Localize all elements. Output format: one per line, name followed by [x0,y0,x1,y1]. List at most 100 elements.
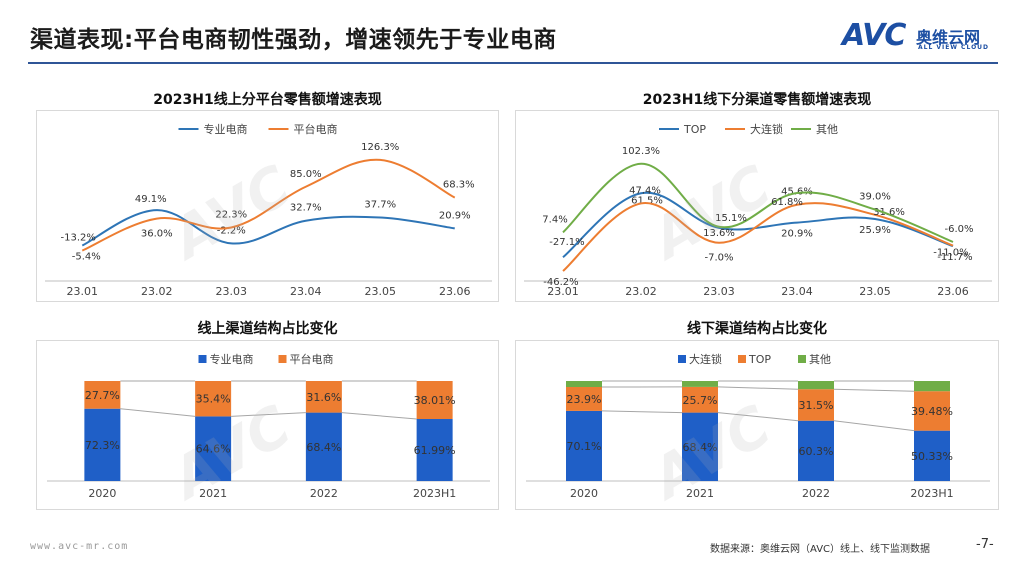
legend-label: 专业电商 [210,352,254,366]
legend-label: 大连锁 [750,122,783,136]
connector-line [120,408,196,417]
data-label: 61.5% [631,195,663,206]
bar-label: 68.4% [683,441,718,454]
page-number: -7- [976,537,994,552]
bar-segment-其他 [682,381,718,387]
legend-swatch [198,355,207,363]
legend-label: 其他 [816,123,838,136]
x-tick-label: 2023H1 [413,487,456,500]
x-tick-label: 23.06 [439,285,471,298]
data-label: -13.2% [61,233,96,244]
data-label: -7.0% [704,253,733,264]
bar-segment-专业电商 [195,416,232,481]
x-tick-label: 23.03 [703,285,735,298]
x-tick-label: 2020 [88,487,116,500]
data-label: -6.0% [944,224,973,235]
data-label: 22.3% [215,210,247,221]
connector-line [717,386,799,390]
online-structure-svg: 专业电商 平台电商 72.3% 27.7% 2020 64.6% 35.4% 2021 68.4… [47,352,490,500]
bar-segment-TOP [914,391,950,431]
footer-source: 数据来源：奥维云网（AVC）线上、线下监测数据 [710,544,931,555]
bar-segment-平台电商 [195,381,232,417]
connector-line [231,412,306,417]
legend-label: 专业电商 [204,122,248,136]
data-label: 37.7% [364,199,396,210]
data-label: -5.4% [72,252,101,263]
x-tick-label: 23.04 [290,285,322,298]
legend-label: 平台电商 [294,122,338,136]
bar-segment-TOP [566,387,602,411]
bar-label: 68.4% [306,441,341,454]
offline-structure-chart: 大连锁 TOP 其他 70.1% 23.9% 2020 68.4% 25.7% 2021 60.3… [515,340,999,510]
legend-label: 平台电商 [290,352,334,366]
series-line-大连锁 [562,202,954,272]
x-tick-label: 23.01 [67,285,99,298]
logo-en-text: ALL VIEW CLOUD [918,44,990,51]
data-label: -11.7% [937,252,972,263]
online-growth-chart: 23.01 23.02 23.03 23.04 23.05 23.06 专业电商 平台电商 -5… [36,110,499,302]
connector-line [833,388,915,392]
legend-label: 其他 [809,353,831,366]
legend-swatch [678,355,686,363]
x-tick-label: 23.02 [625,285,657,298]
bar-label: 27.7% [85,389,120,402]
series-line-专业电商 [81,209,455,247]
x-tick-label: 2020 [570,487,598,500]
data-label: -2.2% [217,225,246,236]
bar-label: 31.5% [799,399,834,412]
data-label: 31.6% [873,207,905,218]
x-tick-label: 23.02 [141,285,173,298]
data-label: 85.0% [290,169,322,180]
bar-segment-其他 [914,381,950,392]
offline-growth-svg: 23.01 23.02 23.03 23.04 23.05 23.06 TOP 大连锁 其他 -2… [524,122,992,298]
bar-label: 35.4% [196,393,231,406]
data-label: 25.9% [859,225,891,236]
bar-label: 60.3% [799,445,834,458]
data-label: 49.1% [135,194,167,205]
bar-segment-其他 [798,381,834,390]
data-label: 20.9% [781,229,813,240]
logo-main-text: AVC [842,18,906,53]
bar-segment-专业电商 [305,412,342,481]
offline-growth-title: 2023H1线下分渠道零售额增速表现 [642,92,872,108]
online-structure-chart: 专业电商 平台电商 72.3% 27.7% 2020 64.6% 35.4% 2021 68.4… [36,340,499,510]
bar-label: 64.6% [196,443,231,456]
bar-label: 72.3% [85,439,120,452]
bar-label: 38.01% [414,394,456,407]
connector-line [601,410,683,414]
x-tick-label: 23.04 [781,285,813,298]
data-label: 68.3% [443,180,475,191]
x-tick-label: 2021 [199,487,227,500]
bar-label: 50.33% [911,450,953,463]
bar-label: 31.6% [306,391,341,404]
offline-structure-title: 线下渠道结构占比变化 [687,321,827,337]
bar-label: 23.9% [567,393,602,406]
bar-label: 70.1% [567,440,602,453]
legend-swatch [798,355,806,363]
offline-structure-svg: 大连锁 TOP 其他 70.1% 23.9% 2020 68.4% 25.7% 2021 60.3… [526,352,990,500]
connector-line [341,412,417,420]
x-tick-label: 2023H1 [910,487,953,500]
x-tick-label: 23.06 [937,285,969,298]
bar-segment-大连锁 [798,420,834,481]
series-line-其他 [562,162,954,243]
bar-segment-平台电商 [84,381,121,409]
bar-segment-平台电商 [305,381,342,413]
bar-segment-专业电商 [416,419,453,481]
footer-website: www.avc-mr.com [30,541,129,552]
logo-cn-text: 奥维云网 [916,28,981,47]
x-tick-label: 2022 [802,487,830,500]
legend-swatch [738,355,746,363]
series-line-平台电商 [81,158,456,252]
bar-segment-TOP [682,386,718,413]
bar-segment-专业电商 [84,408,121,481]
page-title: 渠道表现:平台电商韧性强劲，增速领先于专业电商 [30,27,557,53]
bar-segment-大连锁 [914,430,950,481]
data-label: -46.2% [543,277,578,288]
x-tick-label: 23.01 [547,285,579,298]
x-tick-label: 23.05 [365,285,397,298]
connector-line [717,412,799,422]
x-tick-label: 23.05 [859,285,891,298]
data-label: 39.0% [859,192,891,203]
bar-segment-平台电商 [416,381,453,420]
